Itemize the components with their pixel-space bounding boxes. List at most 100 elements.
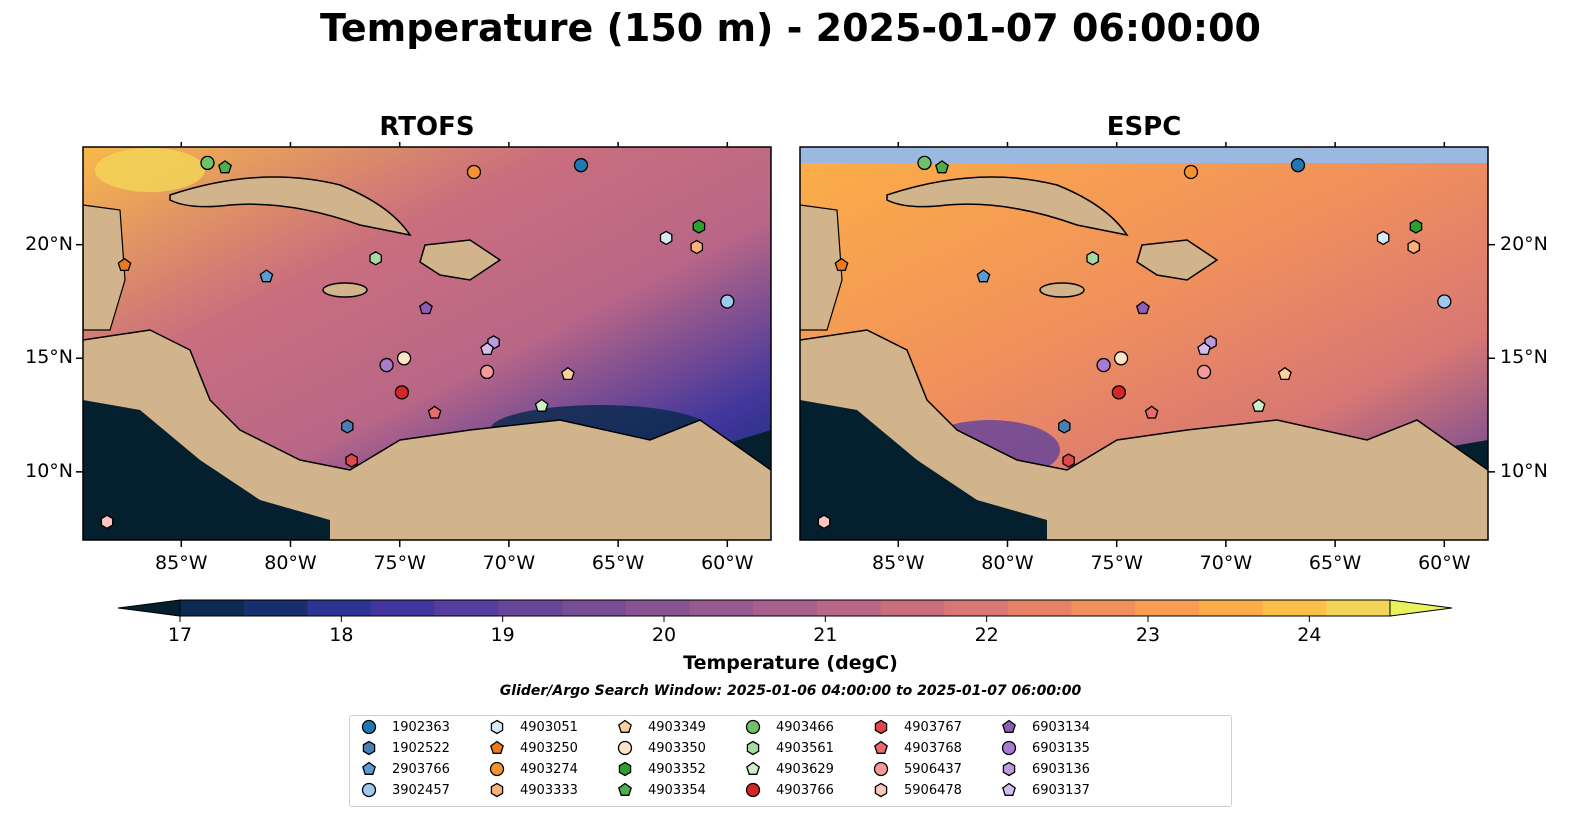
legend-item: 6903137 [998,780,1090,800]
legend-marker-icon [618,719,632,733]
colorbar-tick-label: 21 [813,624,838,646]
legend-item: 4903629 [742,759,834,779]
legend-label: 4903768 [904,740,962,756]
float-marker-4903349 [560,366,575,381]
legend-label: 4903250 [520,740,578,756]
legend-label: 4903766 [776,782,834,798]
float-marker-2903766 [976,269,991,283]
colorbar-segment [816,600,882,616]
float-marker-1902522 [1058,419,1071,434]
panel-title-espc: ESPC [1106,112,1182,142]
legend-marker-icon [618,782,632,796]
lat-tick-label-left: 20°N [25,232,73,255]
legend-label: 6903137 [1032,782,1090,798]
lon-tick-label: 75°W [373,552,426,574]
legend-marker-icon [490,740,504,754]
colorbar-segment [562,600,627,616]
float-marker-4903354 [935,160,949,174]
legend-item: 3902457 [358,780,450,800]
colorbar-extend-low [117,599,181,617]
colorbar-segment [434,600,499,616]
legend-label: 1902522 [392,740,450,756]
map-frame-rtofs [82,146,772,541]
legend-label: 4903354 [648,782,706,798]
legend-marker-icon [489,761,505,777]
legend-label: 4903051 [520,719,578,735]
coastline [83,329,771,471]
float-marker-5906437 [479,364,495,380]
float-marker-2903766 [259,269,274,283]
lat-tick-label-right: 20°N [1500,232,1548,255]
colorbar-tick-label: 17 [167,624,193,646]
float-marker-1902363 [573,158,589,173]
legend-item: 5906437 [870,759,962,779]
legend-label: 4903333 [520,782,578,798]
cuba-island [169,176,412,237]
float-marker-4903350 [1113,351,1129,366]
yucatan-land [83,204,126,331]
legend-item: 4903274 [486,759,578,779]
float-marker-6903134 [1135,300,1150,315]
colorbar-segment [180,600,245,616]
lon-tick-label: 85°W [872,552,925,574]
legend-item: 4903354 [614,780,706,800]
lat-tick-label-right: 15°N [1500,346,1548,369]
no-data-band [800,147,1488,163]
lat-tick-label-left: 10°N [25,459,73,482]
legend-marker-icon [490,782,504,798]
legend-item: 6903135 [998,738,1090,758]
legend-marker-icon [874,719,888,735]
axis-ticks [76,142,1495,547]
colorbar-tick-label: 22 [974,624,999,646]
float-marker-4903333 [1407,239,1421,255]
search-window-text: Glider/Argo Search Window: 2025-01-06 04… [499,683,1082,699]
legend-label: 4903349 [648,719,706,735]
legend-marker-icon [618,761,632,777]
lat-tick-label-left: 15°N [25,346,73,369]
float-marker-4903466 [200,155,215,171]
colorbar-segment [1071,600,1136,616]
legend-marker-icon [873,761,889,777]
hispaniola-island [1136,239,1219,281]
lon-tick-label: 60°W [1418,552,1471,574]
legend-item: 1902363 [358,717,450,737]
colorbar-segment [1198,600,1264,616]
colorbar [117,599,1453,622]
legend-label: 6903135 [1032,740,1090,756]
legend-item: 2903766 [358,759,450,779]
float-marker-5906478 [100,514,114,530]
float-marker-4903768 [1144,405,1159,419]
float-marker-4903768 [427,405,442,419]
legend-marker-icon [745,782,761,798]
lon-tick-label: 80°W [264,552,317,574]
float-marker-4903766 [394,385,410,400]
pacific-ocean [83,400,330,540]
legend-item: 4903766 [742,780,834,800]
legend-label: 2903766 [392,761,450,777]
float-marker-6903135 [1096,357,1111,373]
colorbar-tick-label: 18 [329,624,354,646]
lon-tick-label: 65°W [1308,552,1362,574]
legend-marker-icon [746,761,760,775]
legend-label: 1902363 [392,719,450,735]
coastline [800,329,1488,471]
legend-item: 4903768 [870,738,962,758]
legend-marker-icon [490,719,504,735]
colorbar-segment [753,600,818,616]
legend-label: 4903350 [648,740,706,756]
colorbar-tick-label: 23 [1135,624,1161,646]
lon-tick-label: 80°W [981,552,1034,574]
colorbar-segment [307,600,372,616]
float-marker-3902457 [1437,294,1452,309]
jamaica-island [1039,282,1085,298]
legend-marker-icon [1002,761,1016,777]
float-marker-4903629 [1251,398,1266,412]
central-south-america-land [800,330,1488,540]
jamaica-island [322,282,368,298]
float-marker-5906478 [817,514,831,530]
colorbar-segment [371,600,436,616]
float-marker-4903350 [396,351,412,366]
legend-label: 4903561 [776,740,834,756]
legend-label: 6903136 [1032,761,1090,777]
legend-marker-icon [745,719,761,735]
